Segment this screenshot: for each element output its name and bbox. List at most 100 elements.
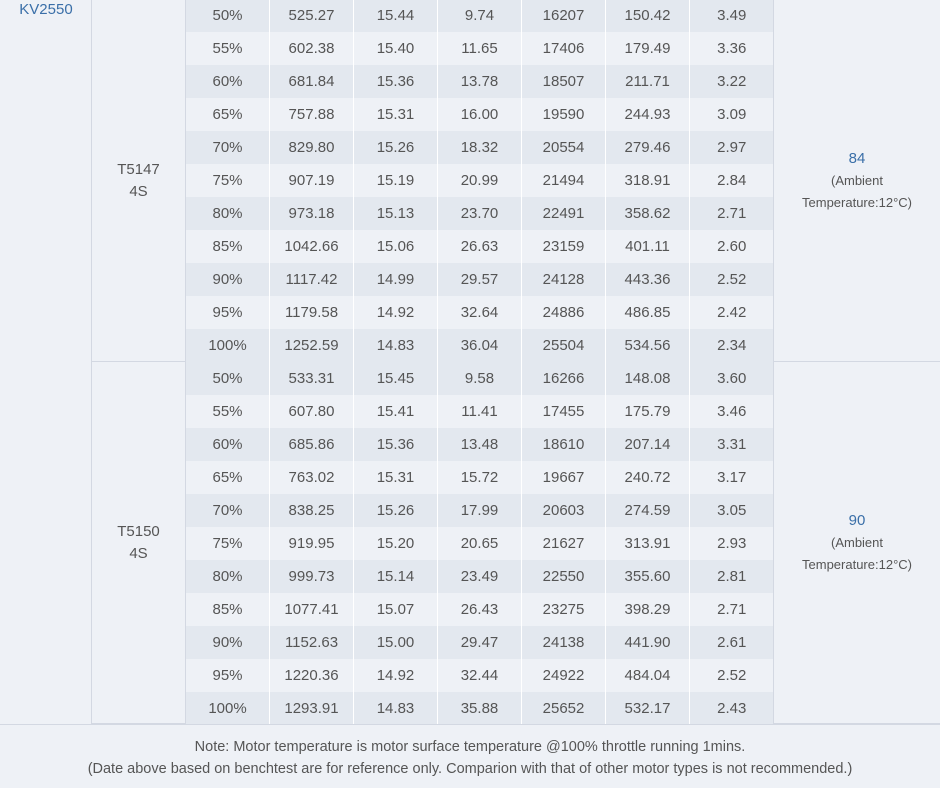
power-cell: 318.91 bbox=[605, 164, 690, 197]
thrust-cell: 1220.36 bbox=[269, 659, 354, 692]
data-block: 50% 525.27 15.44 9.74 16207 150.42 3.49 55% 602.… bbox=[185, 0, 774, 362]
efficiency-cell: 2.71 bbox=[689, 197, 774, 230]
throttle-cell: 90% bbox=[185, 626, 270, 659]
efficiency-cell: 2.60 bbox=[689, 230, 774, 263]
current-cell: 13.78 bbox=[437, 65, 522, 98]
current-cell: 26.63 bbox=[437, 230, 522, 263]
battery-cells: 4S bbox=[129, 182, 148, 200]
throttle-cell: 55% bbox=[185, 32, 270, 65]
current-cell: 32.44 bbox=[437, 659, 522, 692]
efficiency-cell: 3.22 bbox=[689, 65, 774, 98]
rpm-cell: 16266 bbox=[521, 362, 606, 395]
rpm-cell: 20603 bbox=[521, 494, 606, 527]
current-cell: 36.04 bbox=[437, 329, 522, 362]
throttle-cell: 90% bbox=[185, 263, 270, 296]
table-row: 85% 1077.41 15.07 26.43 23275 398.29 2.71 bbox=[185, 593, 774, 626]
table-row: 65% 757.88 15.31 16.00 19590 244.93 3.09 bbox=[185, 98, 774, 131]
thrust-cell: 999.73 bbox=[269, 560, 354, 593]
throttle-cell: 65% bbox=[185, 98, 270, 131]
power-cell: 441.90 bbox=[605, 626, 690, 659]
voltage-cell: 14.83 bbox=[353, 692, 438, 725]
power-cell: 240.72 bbox=[605, 461, 690, 494]
rpm-cell: 21494 bbox=[521, 164, 606, 197]
thrust-cell: 763.02 bbox=[269, 461, 354, 494]
efficiency-cell: 2.52 bbox=[689, 659, 774, 692]
table-row: 55% 602.38 15.40 11.65 17406 179.49 3.36 bbox=[185, 32, 774, 65]
temperature-note: Temperature:12°C) bbox=[802, 556, 912, 572]
throttle-cell: 60% bbox=[185, 428, 270, 461]
temperature-value: 84 bbox=[848, 149, 866, 167]
thrust-cell: 973.18 bbox=[269, 197, 354, 230]
current-cell: 17.99 bbox=[437, 494, 522, 527]
thrust-cell: 525.27 bbox=[269, 0, 354, 32]
thrust-cell: 607.80 bbox=[269, 395, 354, 428]
table-row: 90% 1117.42 14.99 29.57 24128 443.36 2.52 bbox=[185, 263, 774, 296]
power-cell: 179.49 bbox=[605, 32, 690, 65]
table-row: 65% 763.02 15.31 15.72 19667 240.72 3.17 bbox=[185, 461, 774, 494]
throttle-cell: 75% bbox=[185, 164, 270, 197]
rpm-cell: 16207 bbox=[521, 0, 606, 32]
throttle-cell: 50% bbox=[185, 0, 270, 32]
rpm-cell: 23275 bbox=[521, 593, 606, 626]
power-cell: 274.59 bbox=[605, 494, 690, 527]
voltage-cell: 15.36 bbox=[353, 428, 438, 461]
current-cell: 32.64 bbox=[437, 296, 522, 329]
table-row: 100% 1252.59 14.83 36.04 25504 534.56 2.34 bbox=[185, 329, 774, 362]
power-cell: 401.11 bbox=[605, 230, 690, 263]
thrust-cell: 685.86 bbox=[269, 428, 354, 461]
motor-name: KV2550 bbox=[19, 1, 73, 18]
thrust-cell: 1077.41 bbox=[269, 593, 354, 626]
voltage-cell: 15.20 bbox=[353, 527, 438, 560]
temperature-cell: 90 (Ambient Temperature:12°C) bbox=[773, 362, 940, 724]
rpm-cell: 17406 bbox=[521, 32, 606, 65]
prop-cell: T5150 4S bbox=[92, 362, 185, 724]
current-cell: 13.48 bbox=[437, 428, 522, 461]
power-cell: 211.71 bbox=[605, 65, 690, 98]
current-cell: 35.88 bbox=[437, 692, 522, 725]
temperature-value: 90 bbox=[848, 511, 866, 529]
efficiency-cell: 3.17 bbox=[689, 461, 774, 494]
throttle-cell: 80% bbox=[185, 560, 270, 593]
table-row: 80% 999.73 15.14 23.49 22550 355.60 2.81 bbox=[185, 560, 774, 593]
voltage-cell: 15.36 bbox=[353, 65, 438, 98]
thrust-cell: 1179.58 bbox=[269, 296, 354, 329]
table-row: 55% 607.80 15.41 11.41 17455 175.79 3.46 bbox=[185, 395, 774, 428]
rpm-cell: 18610 bbox=[521, 428, 606, 461]
throttle-cell: 100% bbox=[185, 329, 270, 362]
thrust-cell: 1117.42 bbox=[269, 263, 354, 296]
table-row: 75% 919.95 15.20 20.65 21627 313.91 2.93 bbox=[185, 527, 774, 560]
rpm-cell: 25504 bbox=[521, 329, 606, 362]
efficiency-cell: 2.97 bbox=[689, 131, 774, 164]
voltage-cell: 15.19 bbox=[353, 164, 438, 197]
efficiency-cell: 2.71 bbox=[689, 593, 774, 626]
thrust-cell: 681.84 bbox=[269, 65, 354, 98]
motor-cell: KV2550 bbox=[0, 0, 92, 724]
table-row: 90% 1152.63 15.00 29.47 24138 441.90 2.61 bbox=[185, 626, 774, 659]
current-cell: 20.65 bbox=[437, 527, 522, 560]
table-row: 70% 838.25 15.26 17.99 20603 274.59 3.05 bbox=[185, 494, 774, 527]
table-row: 50% 525.27 15.44 9.74 16207 150.42 3.49 bbox=[185, 0, 774, 32]
rpm-cell: 22491 bbox=[521, 197, 606, 230]
thrust-cell: 838.25 bbox=[269, 494, 354, 527]
throttle-cell: 85% bbox=[185, 230, 270, 263]
thrust-cell: 907.19 bbox=[269, 164, 354, 197]
voltage-cell: 15.31 bbox=[353, 461, 438, 494]
throttle-cell: 85% bbox=[185, 593, 270, 626]
current-cell: 23.49 bbox=[437, 560, 522, 593]
table-row: 85% 1042.66 15.06 26.63 23159 401.11 2.60 bbox=[185, 230, 774, 263]
power-cell: 175.79 bbox=[605, 395, 690, 428]
power-cell: 443.36 bbox=[605, 263, 690, 296]
throttle-cell: 50% bbox=[185, 362, 270, 395]
current-cell: 11.41 bbox=[437, 395, 522, 428]
table-row: 70% 829.80 15.26 18.32 20554 279.46 2.97 bbox=[185, 131, 774, 164]
efficiency-cell: 2.61 bbox=[689, 626, 774, 659]
throttle-cell: 55% bbox=[185, 395, 270, 428]
table-row: 50% 533.31 15.45 9.58 16266 148.08 3.60 bbox=[185, 362, 774, 395]
efficiency-cell: 3.31 bbox=[689, 428, 774, 461]
power-cell: 150.42 bbox=[605, 0, 690, 32]
rpm-cell: 25652 bbox=[521, 692, 606, 725]
throttle-cell: 75% bbox=[185, 527, 270, 560]
current-cell: 9.74 bbox=[437, 0, 522, 32]
current-cell: 9.58 bbox=[437, 362, 522, 395]
